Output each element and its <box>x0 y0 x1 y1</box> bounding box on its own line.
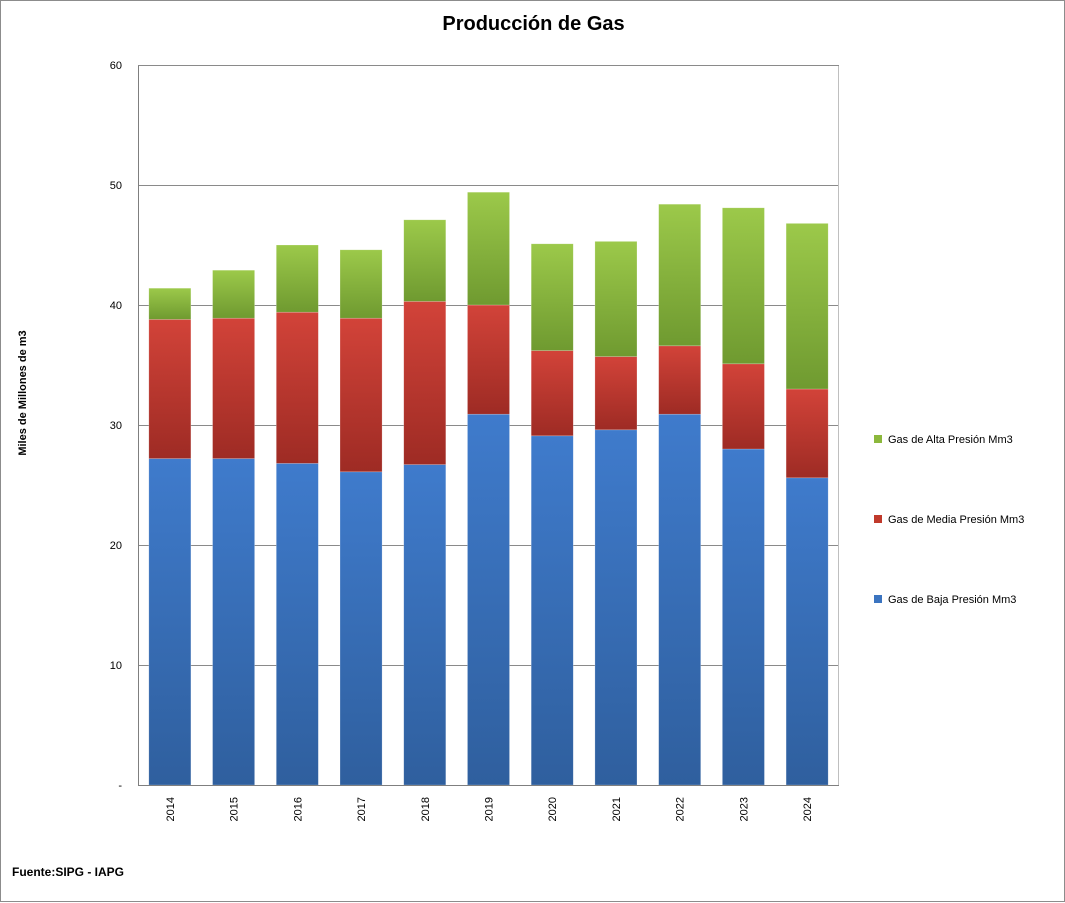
bar-segment <box>212 317 255 459</box>
x-tick-label: 2020 <box>547 797 559 821</box>
x-tick-label: 2024 <box>802 797 814 821</box>
legend-label: Gas de Media Presión Mm3 <box>888 514 1025 526</box>
bar-segment <box>467 413 510 786</box>
bar-segment <box>785 388 829 479</box>
source-note: Fuente:SIPG - IAPG <box>12 865 125 879</box>
y-tick-label: 60 <box>110 60 122 72</box>
bar-segment <box>148 319 192 459</box>
bar-segment <box>148 458 192 786</box>
x-tick-labels: 2014 2015 2016 2017 2018 2019 2020 2021 2022 2023… <box>165 797 814 821</box>
bar-segment <box>594 429 638 786</box>
bar-segment <box>658 203 702 347</box>
bar-segment <box>722 207 765 365</box>
x-tick-label: 2023 <box>738 797 750 821</box>
bar-segment <box>530 243 574 351</box>
bar-segment <box>467 191 510 306</box>
bar-segment <box>339 249 383 319</box>
legend-label: Gas de Alta Presión Mm3 <box>888 434 1013 446</box>
bar-segment <box>212 269 255 319</box>
x-tick-label: 2018 <box>420 797 432 821</box>
y-tick-label: 10 <box>110 660 122 672</box>
bar-segment <box>403 464 447 786</box>
legend-item: Gas de Alta Presión Mm3 <box>874 434 1013 446</box>
x-tick-label: 2015 <box>229 797 241 821</box>
bar-segment <box>339 317 383 473</box>
y-tick-label: 30 <box>110 420 122 432</box>
bar-segment <box>785 477 829 786</box>
x-tick-label: 2019 <box>484 797 496 821</box>
x-tick-label: 2014 <box>165 797 177 821</box>
x-tick-label: 2021 <box>611 797 623 821</box>
chart-title: Producción de Gas <box>442 13 625 35</box>
bars <box>148 191 829 786</box>
bar-segment <box>467 304 510 415</box>
bar-segment <box>403 301 447 465</box>
bar-segment <box>658 413 702 786</box>
y-tick-label: 50 <box>110 180 122 192</box>
bar-segment <box>339 471 383 786</box>
legend-item: Gas de Baja Presión Mm3 <box>874 594 1016 606</box>
bar-segment <box>403 219 447 302</box>
bar-segment <box>594 241 638 357</box>
legend-item: Gas de Media Presión Mm3 <box>874 514 1024 526</box>
legend-swatch <box>874 595 882 603</box>
bar-segment <box>722 363 765 450</box>
legend-label: Gas de Baja Presión Mm3 <box>888 594 1017 606</box>
bar-segment <box>722 448 765 786</box>
bar-segment <box>658 345 702 415</box>
y-tick-labels: - 10 20 30 40 50 60 <box>110 60 123 792</box>
bar-segment <box>275 244 319 313</box>
x-tick-label: 2017 <box>356 797 368 821</box>
bar-segment <box>275 463 319 786</box>
x-tick-label: 2016 <box>292 797 304 821</box>
x-tick-label: 2022 <box>675 797 687 821</box>
legend-swatch <box>874 515 882 523</box>
bar-segment <box>785 223 829 390</box>
axes <box>138 65 839 786</box>
y-tick-label: 40 <box>110 300 122 312</box>
bar-segment <box>530 350 574 437</box>
bar-segment <box>148 287 192 320</box>
bar-segment <box>530 435 574 786</box>
y-tick-label: 20 <box>110 540 122 552</box>
legend-swatch <box>874 435 882 443</box>
bar-segment <box>594 356 638 431</box>
y-tick-label: - <box>118 780 122 792</box>
bar-segment <box>212 458 255 786</box>
bar-segment <box>275 311 319 464</box>
